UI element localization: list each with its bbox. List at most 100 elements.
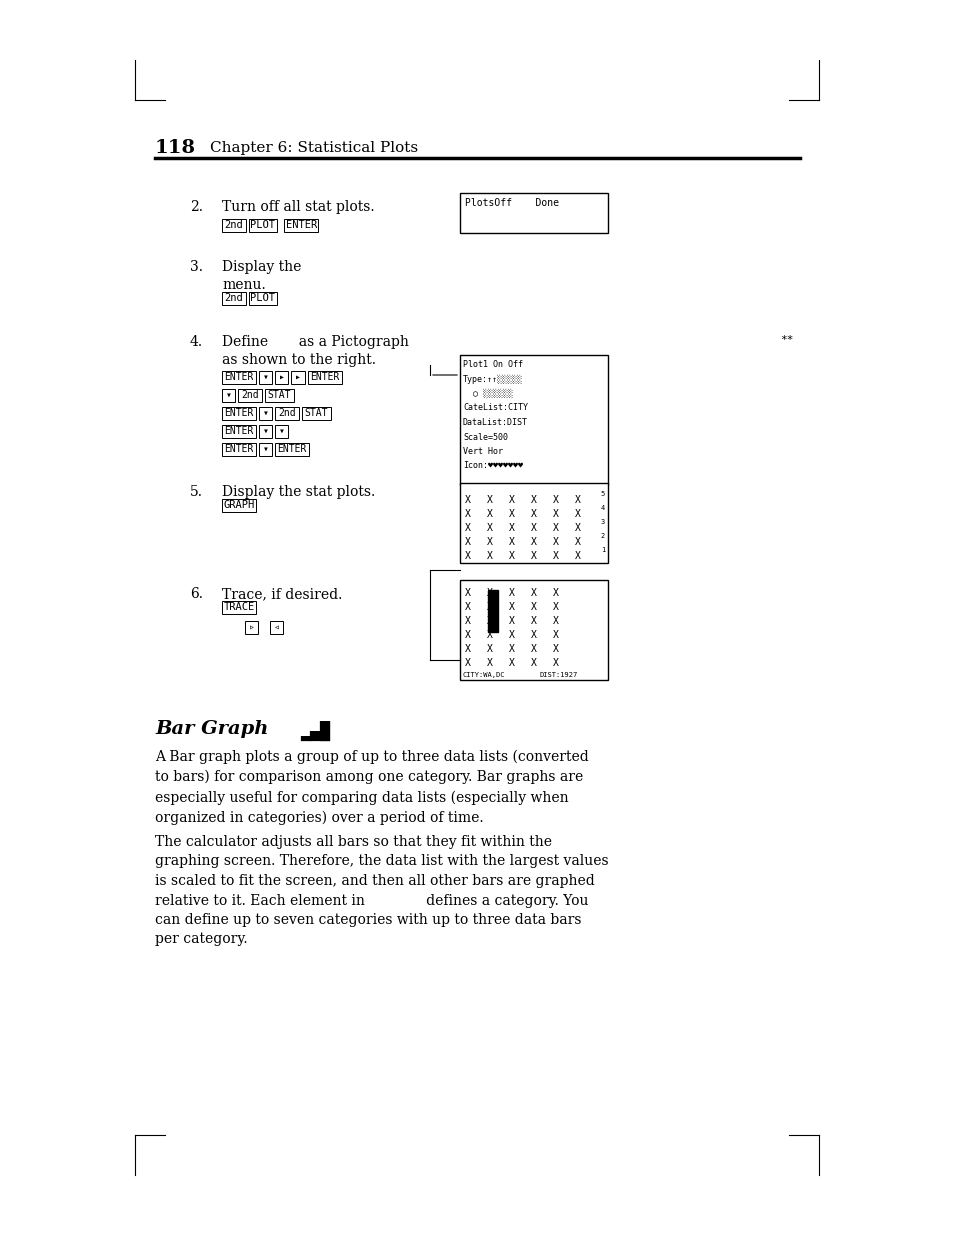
Bar bbox=[459, 483, 607, 563]
Text: STAT: STAT bbox=[267, 390, 291, 400]
Bar bbox=[222, 442, 255, 456]
Text: X: X bbox=[464, 509, 471, 519]
Text: X: X bbox=[487, 509, 493, 519]
Text: ◃: ◃ bbox=[274, 622, 279, 632]
Text: X: X bbox=[487, 495, 493, 505]
Text: X: X bbox=[464, 643, 471, 655]
Text: 4: 4 bbox=[600, 505, 604, 511]
Text: 5: 5 bbox=[600, 492, 604, 496]
Text: X: X bbox=[509, 551, 515, 561]
Text: 2nd: 2nd bbox=[224, 293, 243, 303]
Text: X: X bbox=[464, 616, 471, 626]
Text: X: X bbox=[531, 630, 537, 640]
Text: 6.: 6. bbox=[190, 587, 203, 601]
Text: X: X bbox=[487, 601, 493, 613]
Bar bbox=[274, 406, 298, 420]
Bar bbox=[249, 291, 277, 305]
Text: ENTER: ENTER bbox=[224, 372, 253, 382]
Text: X: X bbox=[464, 537, 471, 547]
Text: X: X bbox=[553, 551, 558, 561]
Bar bbox=[274, 370, 288, 384]
Text: X: X bbox=[487, 658, 493, 668]
Text: X: X bbox=[487, 616, 493, 626]
Text: DIST:1927: DIST:1927 bbox=[539, 672, 578, 678]
Text: X: X bbox=[553, 601, 558, 613]
Text: X: X bbox=[531, 495, 537, 505]
Text: Chapter 6: Statistical Plots: Chapter 6: Statistical Plots bbox=[210, 141, 417, 156]
Text: ENTER: ENTER bbox=[224, 445, 253, 454]
Text: ▾: ▾ bbox=[262, 372, 268, 382]
Text: X: X bbox=[553, 509, 558, 519]
Text: X: X bbox=[531, 616, 537, 626]
Text: 2nd: 2nd bbox=[241, 390, 258, 400]
Bar bbox=[249, 219, 277, 231]
Text: Vert Hor: Vert Hor bbox=[462, 447, 502, 456]
Text: 5.: 5. bbox=[190, 485, 203, 499]
Bar bbox=[274, 425, 288, 437]
Bar bbox=[274, 442, 309, 456]
Text: ▾: ▾ bbox=[262, 445, 268, 454]
Text: X: X bbox=[575, 522, 580, 534]
Text: X: X bbox=[553, 630, 558, 640]
Text: X: X bbox=[509, 509, 515, 519]
Text: X: X bbox=[553, 522, 558, 534]
Text: X: X bbox=[531, 643, 537, 655]
Text: ▂▄█: ▂▄█ bbox=[299, 721, 330, 741]
Text: Plot1 On Off: Plot1 On Off bbox=[462, 359, 522, 369]
Text: X: X bbox=[553, 495, 558, 505]
Text: X: X bbox=[487, 630, 493, 640]
Text: A Bar graph plots a group of up to three data lists (converted
to bars) for comp: A Bar graph plots a group of up to three… bbox=[154, 750, 588, 825]
Text: DataList:DIST: DataList:DIST bbox=[462, 417, 527, 427]
Text: ▾: ▾ bbox=[262, 408, 268, 417]
Text: as shown to the right.: as shown to the right. bbox=[222, 353, 375, 367]
Bar bbox=[258, 370, 272, 384]
Text: X: X bbox=[487, 588, 493, 598]
Text: ENTER: ENTER bbox=[286, 220, 316, 230]
Text: Type:↑↑░░░░░: Type:↑↑░░░░░ bbox=[462, 374, 522, 384]
Text: X: X bbox=[575, 495, 580, 505]
Bar bbox=[222, 406, 255, 420]
Text: X: X bbox=[531, 551, 537, 561]
Text: X: X bbox=[553, 658, 558, 668]
Text: STAT: STAT bbox=[304, 408, 328, 417]
Text: X: X bbox=[464, 588, 471, 598]
Text: X: X bbox=[509, 601, 515, 613]
Text: X: X bbox=[487, 551, 493, 561]
Bar bbox=[222, 425, 255, 437]
Text: Trace, if desired.: Trace, if desired. bbox=[222, 587, 342, 601]
Bar bbox=[488, 590, 497, 632]
Text: GRAPH: GRAPH bbox=[223, 500, 254, 510]
Text: CITY:WA,DC: CITY:WA,DC bbox=[462, 672, 505, 678]
Text: X: X bbox=[464, 522, 471, 534]
Text: Display the stat plots.: Display the stat plots. bbox=[222, 485, 375, 499]
Text: 2: 2 bbox=[600, 534, 604, 538]
Text: ○ ░░░░░░: ○ ░░░░░░ bbox=[462, 389, 513, 398]
Bar bbox=[222, 499, 255, 511]
Text: 3: 3 bbox=[600, 519, 604, 525]
Text: X: X bbox=[553, 643, 558, 655]
Text: X: X bbox=[509, 537, 515, 547]
Text: X: X bbox=[531, 522, 537, 534]
Text: Display the: Display the bbox=[222, 261, 301, 274]
Text: X: X bbox=[553, 537, 558, 547]
Bar bbox=[222, 389, 235, 401]
Bar bbox=[258, 442, 272, 456]
Text: X: X bbox=[509, 588, 515, 598]
Bar bbox=[265, 389, 294, 401]
Text: Define       as a Pictograph: Define as a Pictograph bbox=[222, 335, 409, 350]
Text: ENTER: ENTER bbox=[277, 445, 307, 454]
Bar bbox=[222, 291, 245, 305]
Text: X: X bbox=[509, 658, 515, 668]
Text: X: X bbox=[531, 658, 537, 668]
Bar bbox=[307, 370, 341, 384]
Bar bbox=[459, 354, 607, 485]
Text: X: X bbox=[509, 495, 515, 505]
Text: X: X bbox=[487, 643, 493, 655]
Text: ▾: ▾ bbox=[226, 390, 232, 400]
Text: ENTER: ENTER bbox=[224, 408, 253, 417]
Bar bbox=[258, 406, 272, 420]
Text: Scale=500: Scale=500 bbox=[462, 432, 507, 441]
Text: 118: 118 bbox=[154, 140, 195, 157]
Text: Icon:♥♥♥♥♥♥♥: Icon:♥♥♥♥♥♥♥ bbox=[462, 462, 522, 471]
Text: X: X bbox=[509, 630, 515, 640]
